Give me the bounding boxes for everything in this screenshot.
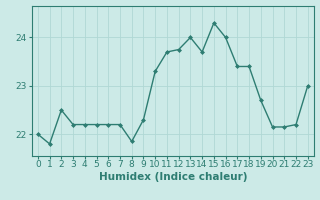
X-axis label: Humidex (Indice chaleur): Humidex (Indice chaleur) (99, 172, 247, 182)
